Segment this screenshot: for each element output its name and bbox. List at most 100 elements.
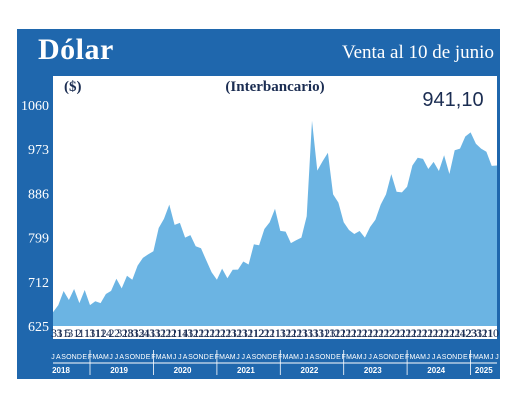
day-strip bbox=[53, 326, 497, 339]
month-tick-label: D bbox=[267, 354, 272, 361]
month-tick-label: J bbox=[305, 354, 309, 361]
month-tick-label: A bbox=[310, 354, 315, 361]
y-tick-label: 886 bbox=[28, 187, 49, 202]
month-tick-label: S bbox=[125, 354, 130, 361]
day-tick-label: 31 bbox=[302, 326, 314, 340]
month-tick-label: M bbox=[409, 354, 415, 361]
day-tick-label: 21 bbox=[367, 326, 379, 340]
month-tick-label: A bbox=[437, 354, 442, 361]
month-tick-label: M bbox=[357, 354, 363, 361]
day-tick-label: 21 bbox=[258, 326, 270, 340]
day-tick-label: 31 bbox=[476, 326, 488, 340]
month-tick-label: J bbox=[490, 354, 494, 361]
day-tick-label: 11 bbox=[84, 326, 96, 340]
day-tick-label: 21 bbox=[165, 326, 177, 340]
month-tick-label: M bbox=[283, 354, 289, 361]
year-tick-label: 2020 bbox=[174, 366, 192, 375]
month-tick-label: E bbox=[400, 354, 405, 361]
month-tick-label: J bbox=[368, 354, 372, 361]
year-tick-label: 2023 bbox=[364, 366, 382, 375]
day-tick-label: 21 bbox=[405, 326, 417, 340]
day-tick-label: 21 bbox=[394, 326, 406, 340]
month-tick-label: S bbox=[315, 354, 320, 361]
month-tick-label: J bbox=[236, 354, 240, 361]
month-tick-label: N bbox=[389, 354, 394, 361]
day-tick-label: 12 bbox=[95, 326, 107, 340]
day-tick-label: 21 bbox=[340, 326, 352, 340]
area-layer bbox=[53, 120, 497, 326]
day-tick-label: 21 bbox=[427, 326, 439, 340]
year-tick-label: 2019 bbox=[110, 366, 128, 375]
month-tick-label: N bbox=[135, 354, 140, 361]
day-tick-label: 31 bbox=[231, 326, 243, 340]
month-tick-label: M bbox=[483, 354, 489, 361]
month-tick-label: A bbox=[119, 354, 124, 361]
day-tick-label: 11 bbox=[275, 326, 287, 340]
day-tick-label: 21 bbox=[389, 326, 401, 340]
month-tick-label: A bbox=[415, 354, 420, 361]
day-tick-label: 21 bbox=[198, 326, 210, 340]
y-tick-label: 1060 bbox=[21, 99, 49, 114]
month-tick-label: E bbox=[463, 354, 468, 361]
month-tick-label: M bbox=[293, 354, 299, 361]
month-tick-label: D bbox=[394, 354, 399, 361]
month-tick-label: J bbox=[109, 354, 113, 361]
chart-title: (Interbancario) bbox=[225, 79, 324, 95]
month-tick-label: A bbox=[98, 354, 103, 361]
year-tick-label: 2024 bbox=[427, 366, 445, 375]
month-tick-label: E bbox=[146, 354, 151, 361]
day-tick-label: 31 bbox=[280, 326, 292, 340]
month-tick-label: D bbox=[204, 354, 209, 361]
day-tick-label: 42 bbox=[460, 326, 472, 340]
month-tick-label: M bbox=[92, 354, 98, 361]
day-tick-label: 21 bbox=[411, 326, 423, 340]
day-tick-label: 21 bbox=[247, 326, 259, 340]
day-tick-label: 31 bbox=[51, 326, 63, 340]
month-tick-label: N bbox=[262, 354, 267, 361]
y-tick-label: 712 bbox=[28, 276, 49, 291]
day-tick-label: 31 bbox=[138, 326, 150, 340]
day-tick-label: 21 bbox=[209, 326, 221, 340]
day-tick-label: 12 bbox=[253, 326, 265, 340]
day-tick-label: 13 bbox=[324, 326, 336, 340]
day-tick-label: 21 bbox=[378, 326, 390, 340]
month-tick-label: J bbox=[242, 354, 246, 361]
month-tick-label: M bbox=[420, 354, 426, 361]
month-tick-label: M bbox=[166, 354, 172, 361]
month-tick-label: J bbox=[173, 354, 177, 361]
month-tick-label: S bbox=[252, 354, 257, 361]
month-tick-label: J bbox=[427, 354, 431, 361]
day-tick-label: 21 bbox=[449, 326, 461, 340]
last-value-label: 941,10 bbox=[422, 89, 483, 111]
month-tick-label: O bbox=[447, 354, 453, 361]
month-tick-label: J bbox=[178, 354, 182, 361]
month-tick-label: O bbox=[320, 354, 326, 361]
day-tick-label: 31 bbox=[149, 326, 161, 340]
day-tick-label: 5 bbox=[65, 326, 71, 340]
y-tick-label: 799 bbox=[28, 232, 49, 247]
day-tick-label: 21 bbox=[400, 326, 412, 340]
month-tick-label: A bbox=[246, 354, 251, 361]
month-tick-label: O bbox=[66, 354, 72, 361]
day-tick-label: 31 bbox=[67, 326, 79, 340]
month-tick-label: E bbox=[209, 354, 214, 361]
day-tick-label: 21 bbox=[356, 326, 368, 340]
day-tick-label: 21 bbox=[269, 326, 281, 340]
day-tick-label: 21 bbox=[438, 326, 450, 340]
month-tick-label: E bbox=[336, 354, 341, 361]
day-tick-label: 31 bbox=[116, 326, 128, 340]
day-tick-label: 21 bbox=[225, 326, 237, 340]
day-tick-label: 21 bbox=[171, 326, 183, 340]
month-tick-label: O bbox=[130, 354, 136, 361]
day-tick-label: 32 bbox=[318, 326, 330, 340]
month-tick-label: M bbox=[103, 354, 109, 361]
day-tick-label: 21 bbox=[373, 326, 385, 340]
month-tick-label: A bbox=[373, 354, 378, 361]
day-tick-label: 28 bbox=[122, 326, 134, 340]
month-tick-label: D bbox=[77, 354, 82, 361]
header-subtitle: Venta al 10 de junio bbox=[342, 42, 494, 63]
day-tick-label: 11 bbox=[329, 326, 341, 340]
day-tick-label: 21 bbox=[362, 326, 374, 340]
month-tick-label: M bbox=[230, 354, 236, 361]
